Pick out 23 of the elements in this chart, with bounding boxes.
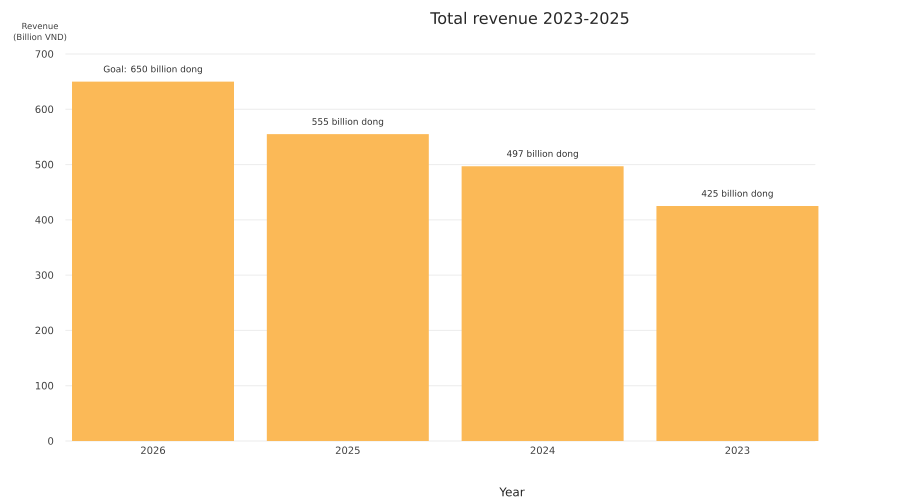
y-tick-label: 0 <box>48 437 54 445</box>
y-tick-label: 600 <box>36 106 54 114</box>
y-tick-label: 500 <box>36 160 54 168</box>
data-label: 425 billion dong <box>702 190 773 198</box>
bar <box>72 82 234 441</box>
y-tick-label: 200 <box>36 326 54 334</box>
y-tick-label: 400 <box>35 216 54 224</box>
x-tick-label: 2026 <box>141 446 166 454</box>
bar <box>266 134 429 441</box>
bar <box>656 206 818 441</box>
y-tick-label: 300 <box>36 271 54 279</box>
x-axis-title: Year <box>499 488 525 496</box>
data-label: 497 billion dong <box>506 150 578 159</box>
data-label: 555 billion dong <box>312 118 384 127</box>
y-tick-label: 700 <box>36 50 54 58</box>
chart-title: Total revenue 2023-2025 <box>430 12 628 24</box>
y-tick-label: 100 <box>36 382 54 390</box>
x-tick-label: 2023 <box>725 446 750 454</box>
x-tick-label: 2025 <box>336 446 360 454</box>
data-label: Goal: 650 billion dong <box>104 65 202 74</box>
x-tick-label: 2024 <box>530 446 555 454</box>
y-axis-title: Revenue (Billion VND) <box>14 22 66 42</box>
bar <box>462 166 624 441</box>
